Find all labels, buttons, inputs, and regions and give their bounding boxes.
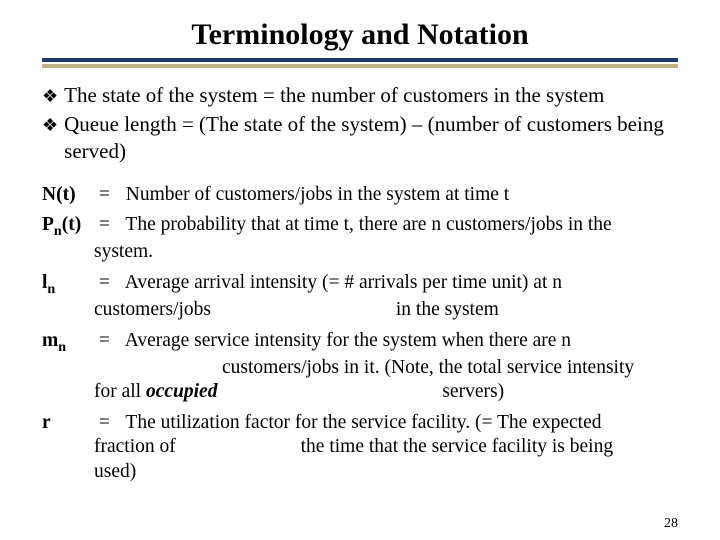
def-cont: for all occupied servers) <box>42 380 678 404</box>
def-cont: system. <box>42 240 678 264</box>
symbol-rho: r <box>42 411 94 435</box>
def-text: Number of customers/jobs in the system a… <box>126 184 509 205</box>
def-cont: used) <box>42 460 678 484</box>
bullet-item: ❖ The state of the system = the number o… <box>42 82 678 109</box>
def-cont: customers/jobs in it. (Note, the total s… <box>42 356 678 380</box>
symbol-lambda: ln <box>42 271 94 298</box>
bullet-text: The state of the system = the number of … <box>64 82 604 109</box>
equals: = <box>99 183 121 207</box>
def-cont: customers/jobs in the system <box>42 298 678 322</box>
symbol-mu: mn <box>42 329 94 356</box>
equals: = <box>99 329 121 353</box>
def-text: Average service intensity for the system… <box>125 330 571 351</box>
diamond-icon: ❖ <box>42 85 58 108</box>
equals: = <box>99 411 121 435</box>
def-nt: N(t) = Number of customers/jobs in the s… <box>42 183 678 207</box>
symbol-pn: Pn(t) <box>42 213 94 240</box>
title-rule <box>42 58 678 68</box>
equals: = <box>99 271 121 295</box>
diamond-icon: ❖ <box>42 114 58 137</box>
bullet-list: ❖ The state of the system = the number o… <box>42 82 678 165</box>
def-text: Average arrival intensity (= # arrivals … <box>125 272 562 293</box>
def-cont: fraction of the time that the service fa… <box>42 435 678 459</box>
def-rho: r = The utilization factor for the servi… <box>42 411 678 484</box>
page-number: 28 <box>664 516 678 532</box>
def-mu: mn = Average service intensity for the s… <box>42 329 678 405</box>
symbol-nt: N(t) <box>42 183 94 207</box>
def-text: The utilization factor for the service f… <box>125 412 601 433</box>
slide-title: Terminology and Notation <box>42 18 678 52</box>
def-lambda: ln = Average arrival intensity (= # arri… <box>42 271 678 323</box>
equals: = <box>99 213 121 237</box>
def-pn: Pn(t) = The probability that at time t, … <box>42 213 678 265</box>
bullet-item: ❖ Queue length = (The state of the syste… <box>42 111 678 165</box>
definitions: N(t) = Number of customers/jobs in the s… <box>42 183 678 484</box>
def-text: The probability that at time t, there ar… <box>125 214 611 235</box>
bullet-text: Queue length = (The state of the system)… <box>64 111 678 165</box>
